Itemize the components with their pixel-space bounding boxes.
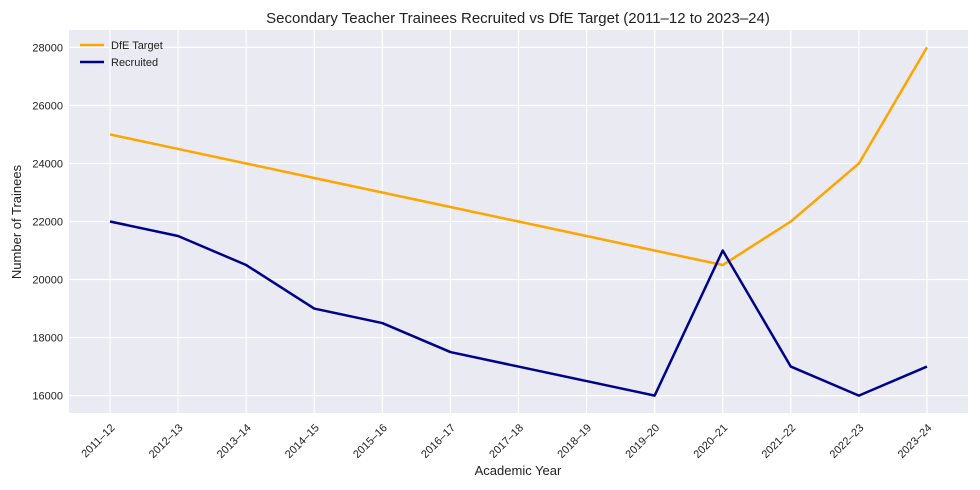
legend: DfE Target Recruited [80, 40, 163, 69]
x-tick-label: 2021–22 [760, 422, 799, 461]
x-tick-label: 2023–24 [896, 422, 935, 461]
x-tick-label: 2011–12 [79, 422, 117, 460]
x-tick-label: 2012–13 [147, 422, 186, 461]
x-tick-label: 2013–14 [215, 422, 254, 461]
x-tick-label: 2014–15 [283, 422, 322, 461]
x-tick-label: 2018–19 [555, 422, 594, 461]
x-tick-label: 2016–17 [419, 422, 458, 461]
y-tick-label: 26000 [32, 100, 63, 112]
y-tick-label: 24000 [32, 158, 63, 170]
x-tick-label: 2017–18 [487, 422, 526, 461]
y-tick-label: 28000 [32, 42, 63, 54]
y-tick-label: 18000 [32, 333, 63, 345]
series-line-dfe-target [109, 46, 929, 267]
y-axis-title: Number of Trainees [9, 164, 24, 279]
series-lines [109, 46, 929, 397]
x-tick-label: 2020–21 [692, 422, 731, 461]
y-tick-label: 20000 [32, 275, 63, 287]
y-tick-label: 16000 [32, 391, 63, 403]
legend-label-recruited: Recruited [111, 57, 158, 69]
legend-label-dfe-target: DfE Target [111, 40, 163, 52]
series-line-recruited [109, 220, 928, 397]
chart-title: Secondary Teacher Trainees Recruited vs … [266, 10, 770, 27]
x-tick-labels: 2011–12 2012–13 2013–14 2014–15 2015–16 2016–… [79, 422, 934, 461]
x-tick-label: 2019–20 [623, 422, 662, 461]
x-tick-label: 2022–23 [828, 422, 867, 461]
y-tick-labels: 16000 18000 20000 22000 24000 26000 28000 [32, 42, 63, 402]
x-axis-title: Academic Year [475, 463, 562, 478]
y-tick-label: 22000 [32, 217, 63, 229]
x-tick-label: 2015–16 [351, 422, 390, 461]
